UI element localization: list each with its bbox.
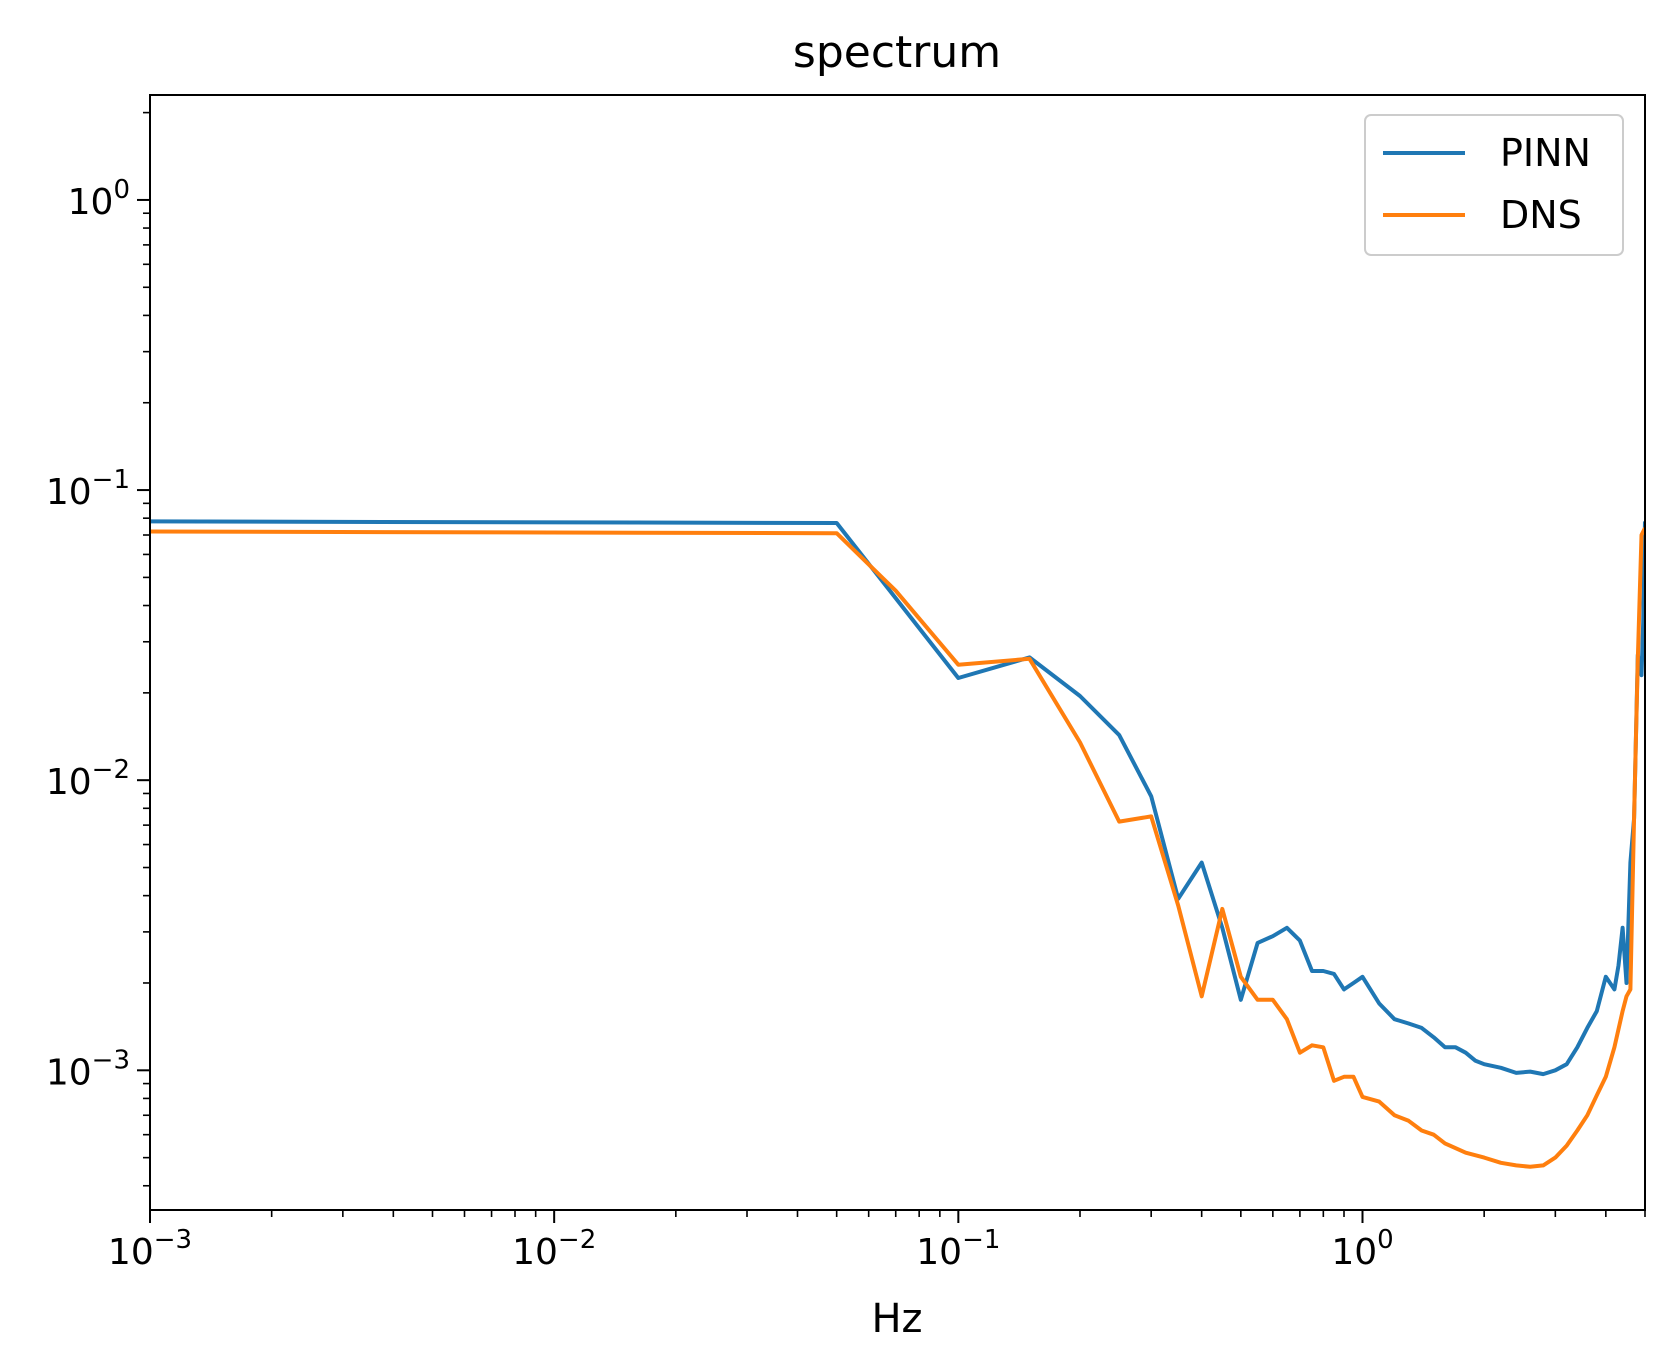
x-axis-label: Hz [871, 1296, 922, 1342]
chart-title: spectrum [793, 27, 1001, 78]
legend-label-pinn: PINN [1500, 131, 1591, 175]
legend-label-dns: DNS [1500, 193, 1582, 237]
series-layer [150, 519, 1645, 1169]
legend-box [1364, 114, 1624, 256]
series-line-pinn [150, 519, 1645, 1077]
x-axis: 10−3 10−2 10−1 100 [108, 1210, 1646, 1273]
legend: PINN DNS [1364, 114, 1624, 256]
plot-frame [149, 94, 1646, 1211]
y-tick-label: 10−1 [46, 465, 130, 513]
series-line-dns [150, 527, 1645, 1169]
